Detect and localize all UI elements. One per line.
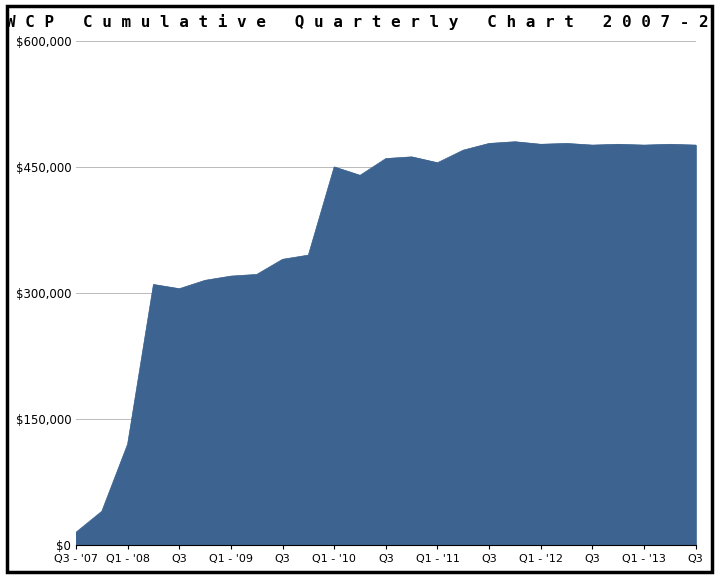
Title: W C P   C u m u l a t i v e   Q u a r t e r l y   C h a r t   2 0 0 7 - 2 0 1 3: W C P C u m u l a t i v e Q u a r t e r …: [6, 14, 719, 30]
